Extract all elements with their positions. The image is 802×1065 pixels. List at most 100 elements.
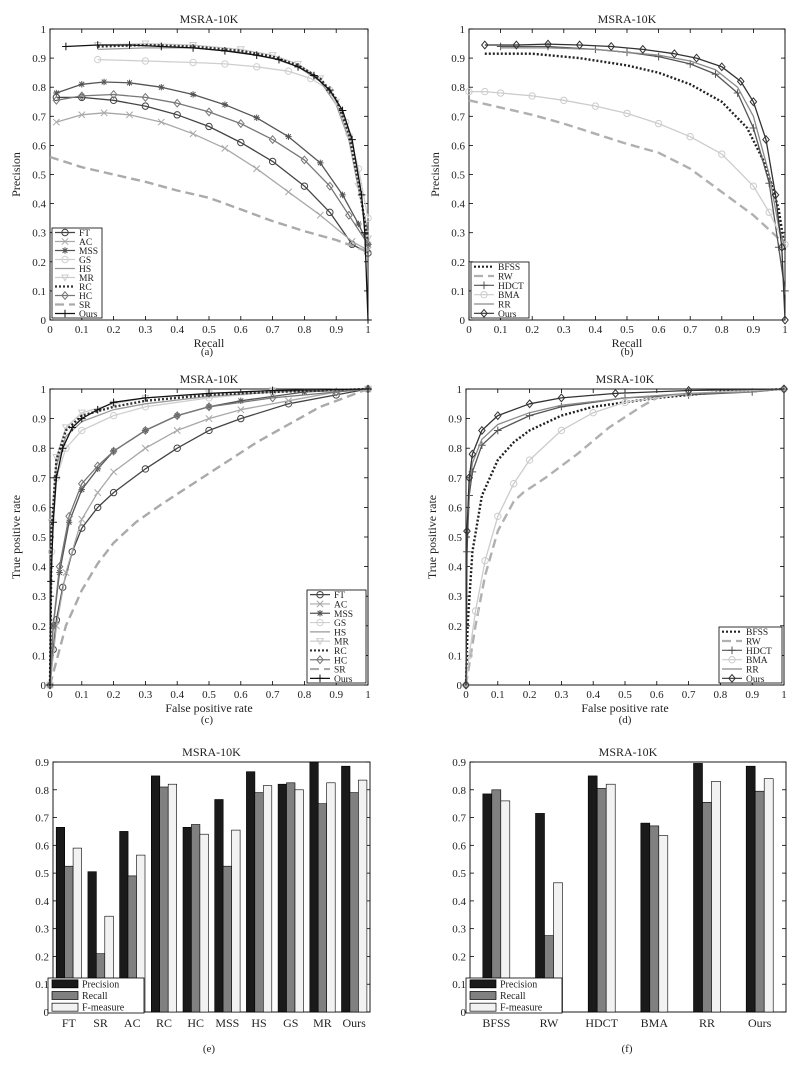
data-point xyxy=(205,426,213,435)
data-point xyxy=(621,398,629,407)
chart-title: MSRA-10K xyxy=(180,372,239,386)
y-tick-label: 0.4 xyxy=(452,896,466,908)
data-point xyxy=(189,91,197,98)
y-tick-label: 0.7 xyxy=(32,111,46,123)
y-tick-label: 0.3 xyxy=(448,591,462,603)
legend-label: RW xyxy=(746,638,761,648)
category-label: RW xyxy=(540,1016,559,1030)
category-label: HC xyxy=(187,1016,204,1030)
legend-item: FT xyxy=(55,228,90,239)
data-point xyxy=(94,55,102,64)
series-hs xyxy=(97,47,369,233)
data-point xyxy=(692,53,701,63)
chart-f: 0 0.1 0.2 0.3 0.4 0.5 0.6 0.7 0.8 0.9 MSRA-10K (f) B… xyxy=(452,745,787,1055)
legend-label: HDCT xyxy=(498,282,524,292)
y-tick-label: 0.1 xyxy=(32,650,46,662)
x-tick-label: 0.1 xyxy=(494,324,508,336)
legend-item: Precision xyxy=(51,979,119,990)
data-point xyxy=(496,89,505,97)
x-tick-label: 0.1 xyxy=(75,689,89,701)
y-tick-label: 0.3 xyxy=(32,591,46,603)
bar-recall xyxy=(222,865,232,1013)
data-point xyxy=(141,57,150,65)
category-hc: HC xyxy=(182,824,209,1030)
y-tick-label: 0.4 xyxy=(35,896,49,908)
legend-item: RR xyxy=(474,301,511,311)
y-tick-label: 0.7 xyxy=(35,813,49,825)
x-tick-label: 0.2 xyxy=(523,689,537,701)
legend-item: Recall xyxy=(469,991,526,1002)
data-point xyxy=(65,511,73,521)
data-point xyxy=(717,62,726,72)
data-point xyxy=(268,157,277,166)
legend-item: SR xyxy=(310,666,346,676)
x-axis-label: False positive rate xyxy=(581,701,668,715)
legend-swatch xyxy=(469,991,497,1000)
data-point xyxy=(78,515,86,523)
legend-swatch xyxy=(51,1002,79,1012)
series-line xyxy=(464,396,658,686)
x-tick-label: 0.3 xyxy=(139,324,153,336)
x-tick-label: 0.9 xyxy=(745,689,759,701)
legend-item: MR xyxy=(55,274,94,284)
legend-marker xyxy=(316,590,324,599)
y-tick-label: 0.5 xyxy=(32,170,46,182)
y-tick-label: 0 xyxy=(460,315,466,327)
legend-item: HDCT xyxy=(722,646,772,657)
y-tick-label: 1 xyxy=(457,384,463,396)
legend-label: FT xyxy=(79,229,90,239)
data-point xyxy=(344,133,353,141)
legend-item: F-measure xyxy=(469,1003,543,1014)
legend-item: RW xyxy=(722,638,761,648)
series-rw xyxy=(464,396,658,686)
bar-precision xyxy=(214,799,224,1013)
data-point xyxy=(78,111,86,119)
x-tick-label: 0.4 xyxy=(170,324,184,336)
data-point xyxy=(56,569,63,576)
series-hdct xyxy=(496,42,789,295)
data-point xyxy=(463,526,471,536)
y-tick-label: 0.5 xyxy=(451,170,465,182)
y-axis-label: True positive rate xyxy=(9,495,23,579)
data-point xyxy=(94,489,102,497)
data-point xyxy=(205,402,213,412)
legend-marker xyxy=(61,290,69,301)
data-point xyxy=(465,473,474,483)
data-point xyxy=(300,182,309,190)
legend-marker xyxy=(61,309,69,318)
x-tick-label: 0.7 xyxy=(266,324,280,336)
legend-marker xyxy=(61,228,69,237)
figure-caption: (f) xyxy=(622,1043,633,1055)
legend-label: Ours xyxy=(746,675,765,685)
category-label: Ours xyxy=(748,1016,772,1030)
data-point xyxy=(68,548,76,556)
data-point xyxy=(55,562,64,572)
data-point xyxy=(525,456,534,464)
legend-label: SR xyxy=(334,666,346,676)
bar-precision xyxy=(309,761,319,1013)
data-point xyxy=(780,384,788,394)
x-tick-label: 0.7 xyxy=(683,324,697,336)
data-point xyxy=(749,182,758,190)
chart-title: MSRA-10K xyxy=(180,12,239,26)
legend-label: MSS xyxy=(79,247,98,257)
plot-frame xyxy=(52,761,371,1013)
legend-label: SR xyxy=(79,301,91,311)
legend-box xyxy=(306,589,367,684)
data-point xyxy=(189,58,197,67)
legend-marker xyxy=(480,308,488,318)
x-tick-label: 0.3 xyxy=(557,324,571,336)
data-point xyxy=(361,228,369,237)
data-point xyxy=(364,239,372,249)
category-ft: FT xyxy=(55,826,82,1030)
x-tick-label: 0 xyxy=(466,324,472,336)
legend-label: F-measure xyxy=(82,1003,125,1014)
series-ours xyxy=(462,384,788,690)
legend-marker xyxy=(316,600,324,608)
x-tick-label: 0 xyxy=(47,324,53,336)
legend-item: FT xyxy=(310,590,345,601)
legend-item: RC xyxy=(310,647,347,657)
legend-label: BFSS xyxy=(498,263,520,273)
x-tick-label: 0.3 xyxy=(139,689,153,701)
data-point xyxy=(468,449,477,459)
